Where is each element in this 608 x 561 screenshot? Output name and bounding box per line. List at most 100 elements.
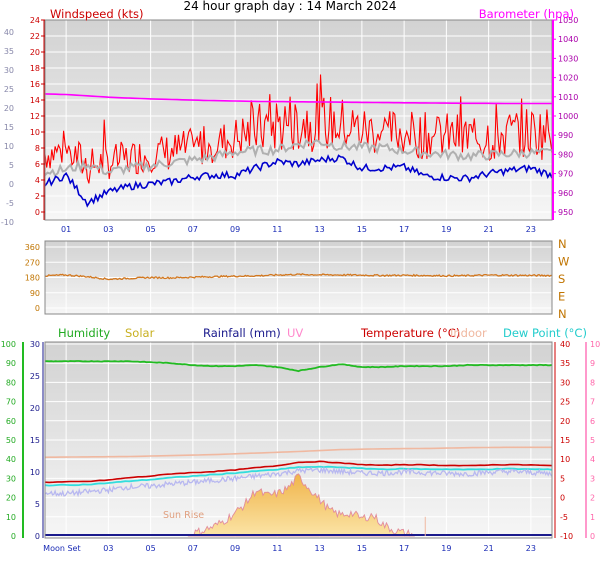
compass-direction-label: S <box>558 272 565 286</box>
uv-tick-label: 3 <box>590 474 595 483</box>
barometer-tick-label: 1040 <box>558 35 578 44</box>
windspeed-label: Windspeed (kts) <box>50 7 143 21</box>
compass-direction-label: E <box>558 290 565 304</box>
dew-point-line <box>44 465 553 487</box>
humidity-label: Humidity <box>58 326 110 340</box>
outer-tick-label: 40 <box>4 28 14 37</box>
hour-tick-label: 21 <box>484 225 494 234</box>
outer-tick-label: 0 <box>9 180 14 189</box>
humidity-tick-label: 0 <box>11 532 16 541</box>
outer-tick-label: 20 <box>4 104 14 113</box>
direction-panel-grid <box>45 241 552 314</box>
compass-direction-label: N <box>558 307 567 321</box>
temperature-tick-label: 10 <box>560 455 570 464</box>
uv-tick-label: 7 <box>590 398 595 407</box>
barometer-tick-label: 1030 <box>558 54 578 63</box>
uv-tick-label: 2 <box>590 494 595 503</box>
hour-tick-label-bottom: Moon Set <box>43 544 80 553</box>
barometer-tick-label: 950 <box>558 208 573 217</box>
humidity-tick-label: 60 <box>6 417 16 426</box>
barometer-tick-label: 1000 <box>558 112 578 121</box>
uv-tick-label: 5 <box>590 436 595 445</box>
outer-tick-label: 5 <box>9 161 14 170</box>
windspeed-tick-label: 18 <box>30 64 40 73</box>
windspeed-tick-label: 0 <box>35 208 40 217</box>
temperature-tick-label: -10 <box>560 532 573 541</box>
humidity-tick-label: 70 <box>6 398 16 407</box>
temperature-tick-label: 15 <box>560 436 570 445</box>
direction-tick-label: 90 <box>30 289 40 298</box>
compass-direction-label: W <box>558 255 569 269</box>
temperature-tick-label: 0 <box>560 494 565 503</box>
hour-tick-label-bottom: 13 <box>315 544 325 553</box>
average-wind-line <box>44 138 553 178</box>
windspeed-tick-label: 16 <box>30 80 40 89</box>
uv-tick-label: 10 <box>590 340 600 349</box>
uv-tick-label: 8 <box>590 378 595 387</box>
windspeed-tick-label: 10 <box>30 128 40 137</box>
windspeed-tick-label: 22 <box>30 32 40 41</box>
temperature-tick-label: 20 <box>560 417 570 426</box>
barometer-tick-label: 990 <box>558 131 573 140</box>
wind-panel-marks <box>44 74 553 208</box>
humidity-tick-label: 30 <box>6 474 16 483</box>
direction-tick-label: 180 <box>25 274 40 283</box>
uv-line <box>187 473 415 537</box>
barometer-line <box>44 93 552 105</box>
direction-tick-label: 270 <box>25 258 40 267</box>
barometer-tick-label: 1010 <box>558 93 578 102</box>
temperature-tick-label: -5 <box>560 513 568 522</box>
hour-tick-label-bottom: 09 <box>230 544 240 553</box>
direction-panel-frame <box>44 240 553 315</box>
apparent-temperature-line <box>44 466 553 498</box>
hour-tick-label: 15 <box>357 225 367 234</box>
temperature-panel-frame <box>44 341 553 539</box>
rainfall-label: Rainfall (mm) <box>203 326 281 340</box>
windspeed-tick-label: 8 <box>35 144 40 153</box>
outer-tick-label: 15 <box>4 123 14 132</box>
wind-panel-background <box>45 20 552 220</box>
sun-rise-annotation: Sun Rise <box>163 510 204 521</box>
humidity-tick-label: 40 <box>6 455 16 464</box>
hour-tick-label: 23 <box>526 225 536 234</box>
page-title: 24 hour graph day : 14 March 2024 <box>183 0 396 13</box>
humidity-tick-label: 20 <box>6 494 16 503</box>
hour-tick-label-bottom: 11 <box>272 544 282 553</box>
hour-tick-label: 19 <box>441 225 451 234</box>
direction-tick-label: 360 <box>25 243 40 252</box>
hour-tick-label-bottom: 17 <box>399 544 409 553</box>
rainfall-tick-label: 20 <box>30 404 40 413</box>
hour-tick-label: 13 <box>315 225 325 234</box>
windspeed-tick-label: 12 <box>30 112 40 121</box>
wind-direction-line <box>44 273 553 281</box>
hour-tick-label-bottom: 21 <box>484 544 494 553</box>
barometer-tick-label: 1020 <box>558 74 578 83</box>
humidity-tick-label: 10 <box>6 513 16 522</box>
windspeed-tick-label: 4 <box>35 176 40 185</box>
rainfall-tick-label: 10 <box>30 468 40 477</box>
temperature-label: Temperature (°C) <box>360 326 460 340</box>
barometer-tick-label: 1050 <box>558 16 578 25</box>
windspeed-tick-label: 14 <box>30 96 40 105</box>
solar-label: Solar <box>125 326 155 340</box>
hour-tick-label: 01 <box>61 225 71 234</box>
windspeed-tick-label: 20 <box>30 48 40 57</box>
direction-tick-label: 0 <box>35 304 40 313</box>
uv-tick-label: 9 <box>590 359 595 368</box>
indoor-label: Indoor <box>450 326 487 340</box>
uv-tick-label: 6 <box>590 417 595 426</box>
windspeed-tick-label: 6 <box>35 160 40 169</box>
hour-tick-label: 11 <box>272 225 282 234</box>
outer-tick-label: -10 <box>1 218 14 227</box>
uv-tick-label: 0 <box>590 532 595 541</box>
outer-tick-label: -5 <box>6 199 14 208</box>
windspeed-tick-label: 24 <box>30 16 40 25</box>
dew-point-label: Dew Point (°C) <box>503 326 587 340</box>
hour-tick-label: 03 <box>103 225 113 234</box>
humidity-tick-label: 100 <box>1 340 16 349</box>
hour-tick-label: 09 <box>230 225 240 234</box>
temperature-line <box>44 460 553 484</box>
temperature-tick-label: 40 <box>560 340 570 349</box>
